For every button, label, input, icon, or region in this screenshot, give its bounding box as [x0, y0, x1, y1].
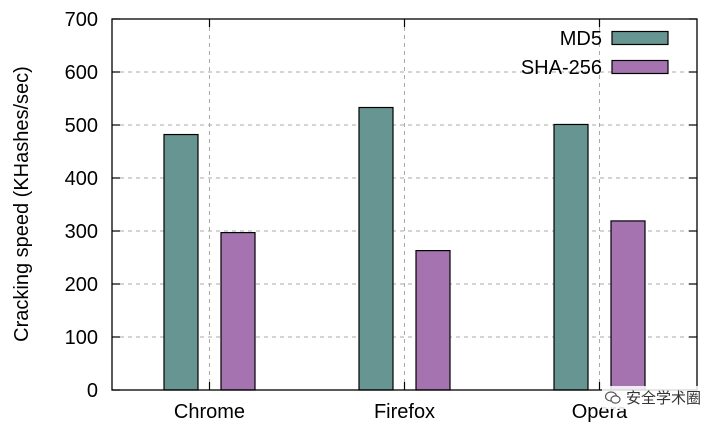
y-tick-label: 500	[65, 115, 98, 137]
y-tick-label: 300	[65, 221, 98, 243]
bar-sha-256-opera	[610, 220, 646, 391]
y-axis-title: Cracking speed (KHashes/sec)	[11, 66, 33, 342]
legend-swatch	[611, 59, 669, 75]
x-tick-label: Firefox	[374, 401, 435, 423]
legend-label: MD5	[560, 28, 602, 50]
bars	[163, 106, 646, 391]
wechat-icon	[604, 390, 621, 404]
y-tick-label: 700	[65, 9, 98, 31]
legend-swatch	[611, 30, 669, 46]
grid	[112, 19, 697, 390]
y-tick-label: 200	[65, 274, 98, 296]
watermark: 安全学术圈	[601, 386, 704, 409]
bar-sha-256-firefox	[415, 250, 451, 391]
x-tick-label: Chrome	[174, 401, 245, 423]
bar-md5-firefox	[358, 106, 394, 391]
bar-md5-opera	[553, 123, 589, 391]
bar-sha-256-chrome	[220, 231, 256, 391]
y-tick-label: 100	[65, 327, 98, 349]
y-tick-label: 0	[87, 380, 98, 402]
legend: MD5 SHA-256	[521, 28, 669, 79]
y-tick-label: 600	[65, 62, 98, 84]
legend-label: SHA-256	[521, 57, 602, 79]
y-tick-label: 400	[65, 168, 98, 190]
bar-md5-chrome	[163, 133, 199, 391]
watermark-text: 安全学术圈	[625, 389, 701, 407]
